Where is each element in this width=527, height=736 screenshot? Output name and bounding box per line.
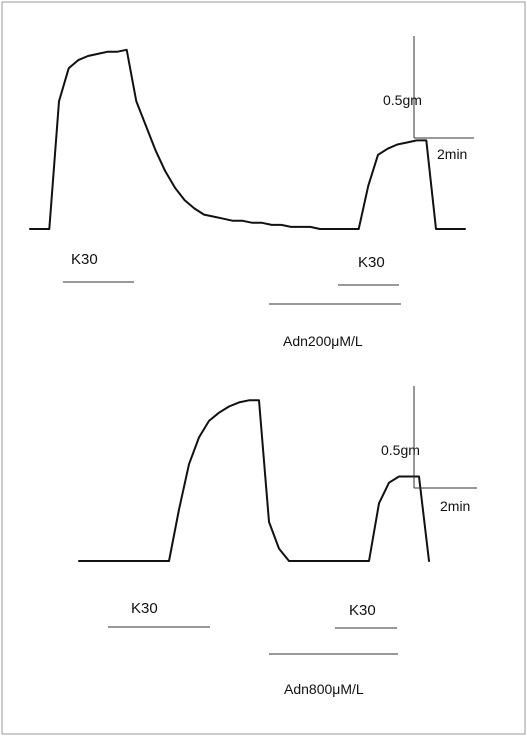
panel-top: 0.5gm 2min K30 K30 Adn200μM/L bbox=[29, 36, 474, 349]
drug-label-bottom: Adn800μM/L bbox=[284, 681, 364, 697]
scale-label-time-bottom: 2min bbox=[440, 498, 470, 514]
trace-top bbox=[29, 48, 466, 230]
stim-label-1-bottom: K30 bbox=[131, 600, 158, 617]
stim-label-2-top: K30 bbox=[358, 254, 385, 271]
scale-label-time-top: 2min bbox=[437, 146, 467, 162]
drug-label-top: Adn200μM/L bbox=[283, 333, 363, 349]
stim-label-1-top: K30 bbox=[71, 251, 98, 268]
trace-bottom bbox=[78, 399, 430, 562]
stim-label-2-bottom: K30 bbox=[349, 602, 376, 619]
panel-bottom: 0.5gm 2min K30 K30 Adn800μM/L bbox=[78, 386, 477, 697]
scale-label-tension-top: 0.5gm bbox=[383, 92, 422, 108]
scale-label-tension-bottom: 0.5gm bbox=[381, 442, 420, 458]
